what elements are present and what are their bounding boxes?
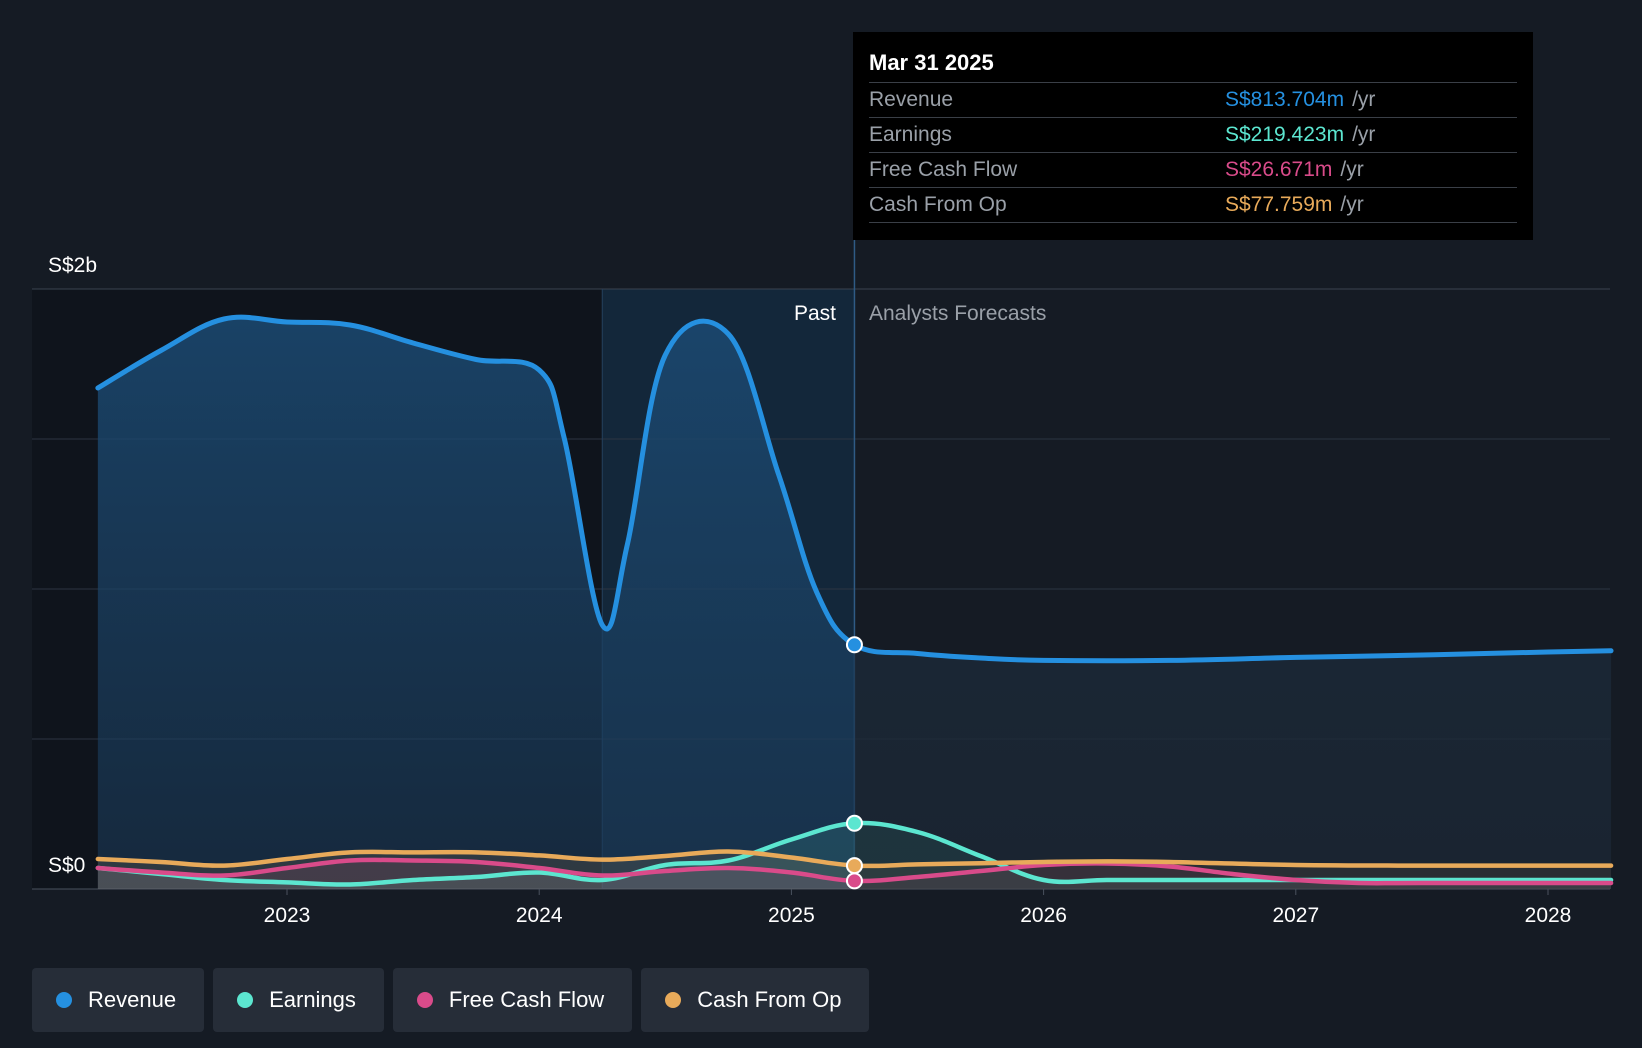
- x-tick-label: 2028: [1525, 904, 1572, 927]
- revenue-area-past: [97, 317, 855, 889]
- x-tick-label: 2027: [1272, 904, 1319, 927]
- tooltip-row-earnings: Earnings S$219.423m /yr: [869, 118, 1517, 153]
- tooltip-value: S$219.423m: [1225, 123, 1345, 146]
- legend-item-earnings[interactable]: Earnings: [213, 968, 384, 1032]
- tooltip-unit: /yr: [1352, 123, 1376, 146]
- earnings-point-marker: [845, 814, 863, 832]
- tooltip-label: Revenue: [869, 88, 954, 111]
- x-tick-label: 2023: [264, 904, 311, 927]
- past-label: Past: [794, 302, 836, 325]
- y-axis-max-label: S$2b: [48, 254, 97, 277]
- y-axis-zero-label: S$0: [48, 854, 85, 877]
- tooltip-row-revenue: Revenue S$813.704m /yr: [869, 83, 1517, 118]
- tooltip-date: Mar 31 2025: [869, 46, 1517, 83]
- tooltip-label: Free Cash Flow: [869, 158, 1018, 181]
- revenue-area-forecast: [854, 644, 1612, 889]
- legend-dot-icon: [56, 992, 72, 1008]
- earnings-line: [95, 820, 1614, 887]
- legend-dot-icon: [665, 992, 682, 1008]
- hover-tooltip: Mar 31 2025 Revenue S$813.704m /yr Earni…: [853, 32, 1533, 240]
- legend-item-cash-from-op[interactable]: Cash From Op: [641, 968, 870, 1032]
- tooltip-unit: /yr: [1352, 88, 1376, 111]
- chart-legend: Revenue Earnings Free Cash Flow Cash Fro…: [32, 968, 870, 1032]
- cash-from-op-point-marker: [845, 857, 863, 875]
- legend-item-free-cash-flow[interactable]: Free Cash Flow: [392, 968, 633, 1032]
- tooltip-label: Cash From Op: [869, 193, 1007, 216]
- x-tick-label: 2026: [1020, 904, 1067, 927]
- tooltip-unit: /yr: [1340, 158, 1364, 181]
- tooltip-value: S$77.759m: [1225, 193, 1333, 216]
- tooltip-value: S$26.671m: [1225, 158, 1333, 181]
- legend-label: Earnings: [269, 987, 356, 1012]
- legend-dot-icon: [237, 992, 254, 1008]
- tooltip-unit: /yr: [1340, 193, 1364, 216]
- x-tick-label: 2025: [768, 904, 815, 927]
- legend-item-revenue[interactable]: Revenue: [32, 968, 205, 1032]
- tooltip-value: S$813.704m: [1225, 88, 1345, 111]
- legend-label: Revenue: [88, 987, 177, 1012]
- tooltip-row-free-cash-flow: Free Cash Flow S$26.671m /yr: [869, 153, 1517, 188]
- revenue-line: [95, 314, 1614, 664]
- x-tick-label: 2024: [516, 904, 563, 927]
- tooltip-label: Earnings: [869, 123, 952, 146]
- tooltip-row-cash-from-op: Cash From Op S$77.759m /yr: [869, 188, 1517, 223]
- legend-label: Free Cash Flow: [448, 987, 605, 1012]
- revenue-point-marker: [845, 636, 863, 654]
- free-cash-flow-line: [95, 857, 1614, 886]
- forecast-label: Analysts Forecasts: [869, 302, 1046, 325]
- cash-from-op-line: [95, 849, 1614, 869]
- free-cash-flow-point-marker: [845, 872, 863, 890]
- legend-label: Cash From Op: [697, 987, 842, 1012]
- legend-dot-icon: [416, 992, 433, 1008]
